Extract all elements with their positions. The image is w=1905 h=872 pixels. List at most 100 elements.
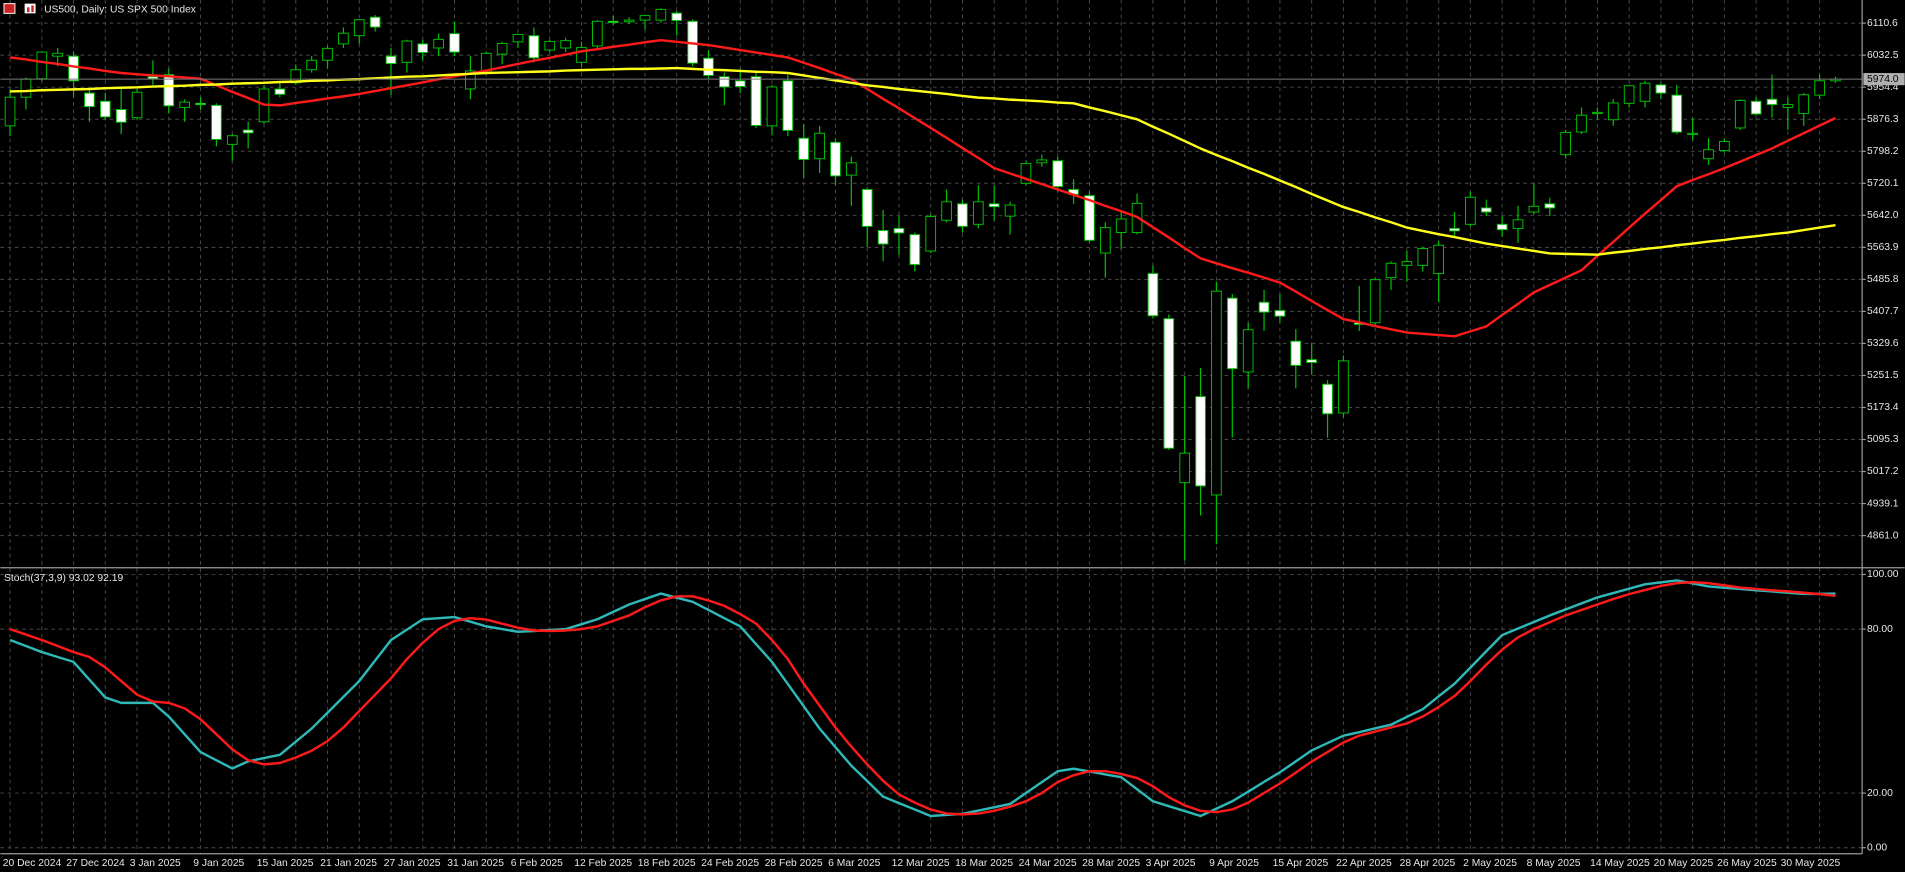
candle-body [1766,98,1778,106]
candle-body [99,100,111,118]
candle-body [782,80,794,131]
candle-body [1528,205,1540,213]
candle-body [957,203,968,227]
candle-body [353,19,365,37]
candle-body [1703,149,1714,160]
indicator-line [10,66,1836,256]
indicator-title: Stoch(37,3,9) 93.02 92.19 [4,573,124,584]
candle-body [1465,196,1476,225]
candle-body [703,57,714,76]
x-tick-label: 12 Feb 2025 [574,858,632,869]
candle-body [1274,309,1286,317]
y-tick-label: 4939.1 [1867,498,1899,509]
y-tick-label: 5954.4 [1867,82,1899,93]
candle-body [1099,227,1111,254]
candle-body [496,42,508,55]
y-tick-label: 5173.4 [1867,402,1899,413]
candle-body [115,109,127,123]
candle-body [1480,207,1492,213]
candle-body [369,16,381,28]
candle-body [20,78,32,98]
candle-body [861,188,873,227]
candle-body [1163,318,1175,449]
candle-body [68,55,79,82]
candle-body [417,43,429,53]
candle-body [4,96,16,127]
x-tick-label: 9 Apr 2025 [1209,858,1259,869]
candle-body [338,32,349,45]
candle-body [1623,85,1635,104]
y-tick-label: 0.00 [1867,842,1887,853]
candle-body [623,19,635,23]
candle-body [1242,329,1254,373]
candle-body [274,88,286,95]
candle-body [1417,248,1429,266]
x-tick-label: 28 Feb 2025 [765,858,823,869]
candle-body [1084,195,1095,241]
y-tick-label: 20.00 [1867,788,1893,799]
x-tick-label: 27 Dec 2024 [66,858,125,869]
x-tick-label: 22 Apr 2025 [1336,858,1392,869]
y-tick-label: 5720.1 [1867,178,1899,189]
candle-body [131,91,143,119]
current-price-box [1863,73,1905,86]
candle-body [1671,94,1683,133]
chart-title: US500, Daily: US SPX 500 Index [44,4,197,15]
candle-body [512,33,524,43]
candle-body [1544,203,1556,209]
candle-body [36,51,48,80]
candle-body [84,92,95,108]
x-tick-label: 14 May 2025 [1590,858,1650,869]
candle-body [719,76,730,88]
x-tick-label: 21 Jan 2025 [320,858,377,869]
candle-body [1290,340,1302,366]
x-tick-label: 24 Feb 2025 [701,858,759,869]
candle-body [592,20,603,47]
candle-body [1115,218,1127,234]
y-tick-label: 5798.2 [1867,146,1899,157]
candle-body [814,132,825,160]
candle-body [1782,104,1794,108]
candle-body [1719,140,1730,151]
candle-body [639,15,651,21]
candle-body [1052,160,1064,188]
candle-body [465,70,476,90]
candle-body [179,101,191,108]
indicator-line [9,580,1836,816]
x-tick-label: 15 Apr 2025 [1273,858,1329,869]
x-tick-label: 15 Jan 2025 [257,858,314,869]
candle-body [1592,111,1603,115]
candle-body [750,76,762,126]
candle-body [1036,159,1048,164]
candle-body [1449,227,1460,232]
x-tick-label: 9 Jan 2025 [193,858,244,869]
candle-body [576,47,587,63]
candle-body [433,38,444,49]
x-tick-label: 26 May 2025 [1717,858,1777,869]
candle-body [322,47,333,61]
candle-body [1369,279,1381,324]
current-price-label: 5974.0 [1867,74,1899,85]
x-tick-label: 6 Mar 2025 [828,858,880,869]
candle-body [1306,359,1318,364]
candle-body [1195,396,1206,487]
candle-body [385,55,397,65]
candle-body [655,8,667,21]
y-tick-label: 5485.8 [1867,274,1899,285]
candle-body [528,35,540,59]
candle-body [671,12,683,21]
candle-body [1798,94,1810,115]
candle-body [1734,99,1746,129]
chart-icon [24,3,36,14]
candle-body [830,141,841,177]
candle-body [1258,301,1270,313]
candle-body [449,33,460,53]
candle-body [306,59,317,71]
chart-icon-bar [31,5,34,13]
candle-body [560,40,571,49]
candle-body [1496,223,1508,231]
y-tick-label: 5407.7 [1867,306,1899,317]
candle-body [290,69,302,84]
